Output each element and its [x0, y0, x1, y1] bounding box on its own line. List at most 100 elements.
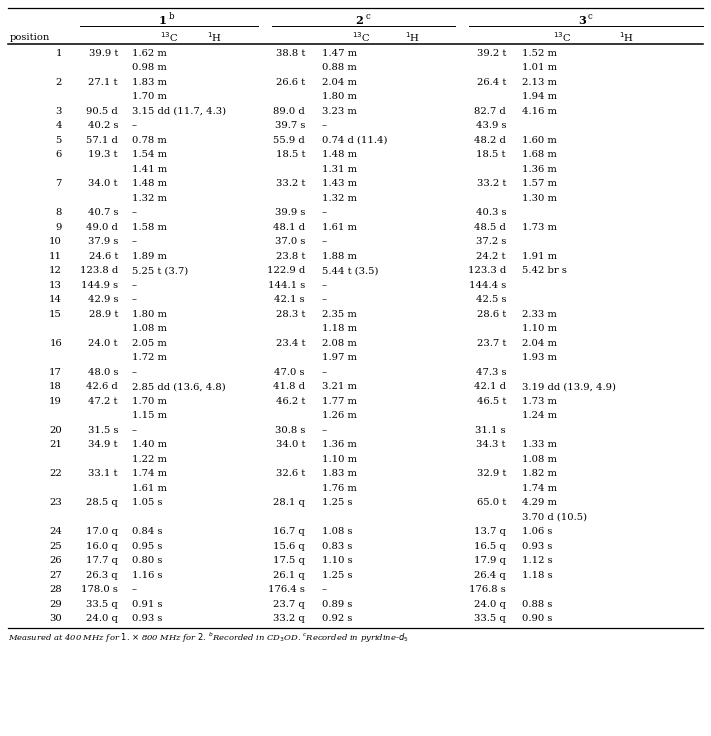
Text: –: –	[132, 121, 137, 130]
Text: 11: 11	[49, 252, 62, 261]
Text: 1.16 s: 1.16 s	[132, 571, 163, 580]
Text: 1.61 m: 1.61 m	[132, 484, 167, 493]
Text: 0.92 s: 0.92 s	[322, 615, 353, 623]
Text: 5.42 br s: 5.42 br s	[522, 266, 567, 275]
Text: 5.44 t (3.5): 5.44 t (3.5)	[322, 266, 378, 275]
Text: 2.05 m: 2.05 m	[132, 339, 167, 348]
Text: 4.16 m: 4.16 m	[522, 107, 557, 116]
Text: c: c	[588, 12, 593, 21]
Text: $^{13}$C: $^{13}$C	[160, 30, 178, 44]
Text: 39.9 s: 39.9 s	[274, 208, 305, 217]
Text: 1.89 m: 1.89 m	[132, 252, 167, 261]
Text: $^{13}$C: $^{13}$C	[352, 30, 370, 44]
Text: –: –	[322, 585, 327, 595]
Text: b: b	[169, 12, 174, 21]
Text: 1.80 m: 1.80 m	[132, 310, 167, 319]
Text: 1.30 m: 1.30 m	[522, 194, 557, 203]
Text: $^{1}$H: $^{1}$H	[405, 30, 420, 44]
Text: 18: 18	[49, 383, 62, 392]
Text: 33.1 t: 33.1 t	[88, 470, 118, 478]
Text: 37.9 s: 37.9 s	[87, 238, 118, 247]
Text: 1.36 m: 1.36 m	[322, 440, 357, 450]
Text: 33.5 q: 33.5 q	[474, 615, 506, 623]
Text: 2: 2	[356, 15, 363, 26]
Text: 1.76 m: 1.76 m	[322, 484, 357, 493]
Text: 24: 24	[49, 528, 62, 537]
Text: 0.98 m: 0.98 m	[132, 63, 167, 72]
Text: 1.47 m: 1.47 m	[322, 49, 357, 58]
Text: 1.10 m: 1.10 m	[322, 455, 357, 464]
Text: 7: 7	[55, 180, 62, 188]
Text: 1.73 m: 1.73 m	[522, 223, 557, 232]
Text: 0.91 s: 0.91 s	[132, 600, 163, 609]
Text: 23: 23	[49, 498, 62, 507]
Text: 1.08 s: 1.08 s	[322, 528, 353, 537]
Text: –: –	[322, 121, 327, 130]
Text: 42.5 s: 42.5 s	[476, 295, 506, 305]
Text: 34.0 t: 34.0 t	[88, 180, 118, 188]
Text: 18.5 t: 18.5 t	[275, 150, 305, 160]
Text: c: c	[365, 12, 370, 21]
Text: 1.83 m: 1.83 m	[322, 470, 357, 478]
Text: 17.0 q: 17.0 q	[86, 528, 118, 537]
Text: 1.18 s: 1.18 s	[522, 571, 552, 580]
Text: 3.19 dd (13.9, 4.9): 3.19 dd (13.9, 4.9)	[522, 383, 616, 392]
Text: 1.05 s: 1.05 s	[132, 498, 163, 507]
Text: 33.2 q: 33.2 q	[273, 615, 305, 623]
Text: 1.74 m: 1.74 m	[132, 470, 167, 478]
Text: 23.7 q: 23.7 q	[273, 600, 305, 609]
Text: 24.0 t: 24.0 t	[88, 339, 118, 348]
Text: 1.58 m: 1.58 m	[132, 223, 167, 232]
Text: –: –	[322, 281, 327, 290]
Text: 32.6 t: 32.6 t	[276, 470, 305, 478]
Text: 13.7 q: 13.7 q	[474, 528, 506, 537]
Text: –: –	[132, 426, 137, 435]
Text: 2.04 m: 2.04 m	[322, 78, 357, 87]
Text: 33.5 q: 33.5 q	[86, 600, 118, 609]
Text: 3: 3	[55, 107, 62, 116]
Text: 41.8 d: 41.8 d	[273, 383, 305, 392]
Text: 17.9 q: 17.9 q	[474, 556, 506, 565]
Text: 16.0 q: 16.0 q	[86, 542, 118, 551]
Text: 15: 15	[49, 310, 62, 319]
Text: 26.4 q: 26.4 q	[474, 571, 506, 580]
Text: 34.0 t: 34.0 t	[275, 440, 305, 450]
Text: –: –	[132, 281, 137, 290]
Text: 42.9 s: 42.9 s	[87, 295, 118, 305]
Text: 1.41 m: 1.41 m	[132, 165, 167, 174]
Text: 48.0 s: 48.0 s	[87, 368, 118, 377]
Text: 0.93 s: 0.93 s	[132, 615, 162, 623]
Text: 1.82 m: 1.82 m	[522, 470, 557, 478]
Text: 1.72 m: 1.72 m	[132, 353, 167, 362]
Text: 1.15 m: 1.15 m	[132, 411, 167, 420]
Text: 1.43 m: 1.43 m	[322, 180, 357, 188]
Text: 28.1 q: 28.1 q	[273, 498, 305, 507]
Text: 1.36 m: 1.36 m	[522, 165, 557, 174]
Text: 18.5 t: 18.5 t	[476, 150, 506, 160]
Text: 1.32 m: 1.32 m	[322, 194, 357, 203]
Text: 57.1 d: 57.1 d	[86, 136, 118, 145]
Text: 144.1 s: 144.1 s	[268, 281, 305, 290]
Text: 1.60 m: 1.60 m	[522, 136, 557, 145]
Text: 4: 4	[55, 121, 62, 130]
Text: 28.6 t: 28.6 t	[477, 310, 506, 319]
Text: 42.1 d: 42.1 d	[474, 383, 506, 392]
Text: 21: 21	[49, 440, 62, 450]
Text: 6: 6	[55, 150, 62, 160]
Text: 1.74 m: 1.74 m	[522, 484, 557, 493]
Text: 24.0 q: 24.0 q	[474, 600, 506, 609]
Text: 34.9 t: 34.9 t	[88, 440, 118, 450]
Text: 1.33 m: 1.33 m	[522, 440, 557, 450]
Text: 1.24 m: 1.24 m	[522, 411, 557, 420]
Text: 38.8 t: 38.8 t	[276, 49, 305, 58]
Text: 17.7 q: 17.7 q	[86, 556, 118, 565]
Text: –: –	[132, 368, 137, 377]
Text: 42.1 s: 42.1 s	[274, 295, 305, 305]
Text: 1.26 m: 1.26 m	[322, 411, 357, 420]
Text: 30.8 s: 30.8 s	[274, 426, 305, 435]
Text: 1.32 m: 1.32 m	[132, 194, 167, 203]
Text: 5.25 t (3.7): 5.25 t (3.7)	[132, 266, 188, 275]
Text: 1.18 m: 1.18 m	[322, 325, 357, 333]
Text: 2.04 m: 2.04 m	[522, 339, 557, 348]
Text: 32.9 t: 32.9 t	[476, 470, 506, 478]
